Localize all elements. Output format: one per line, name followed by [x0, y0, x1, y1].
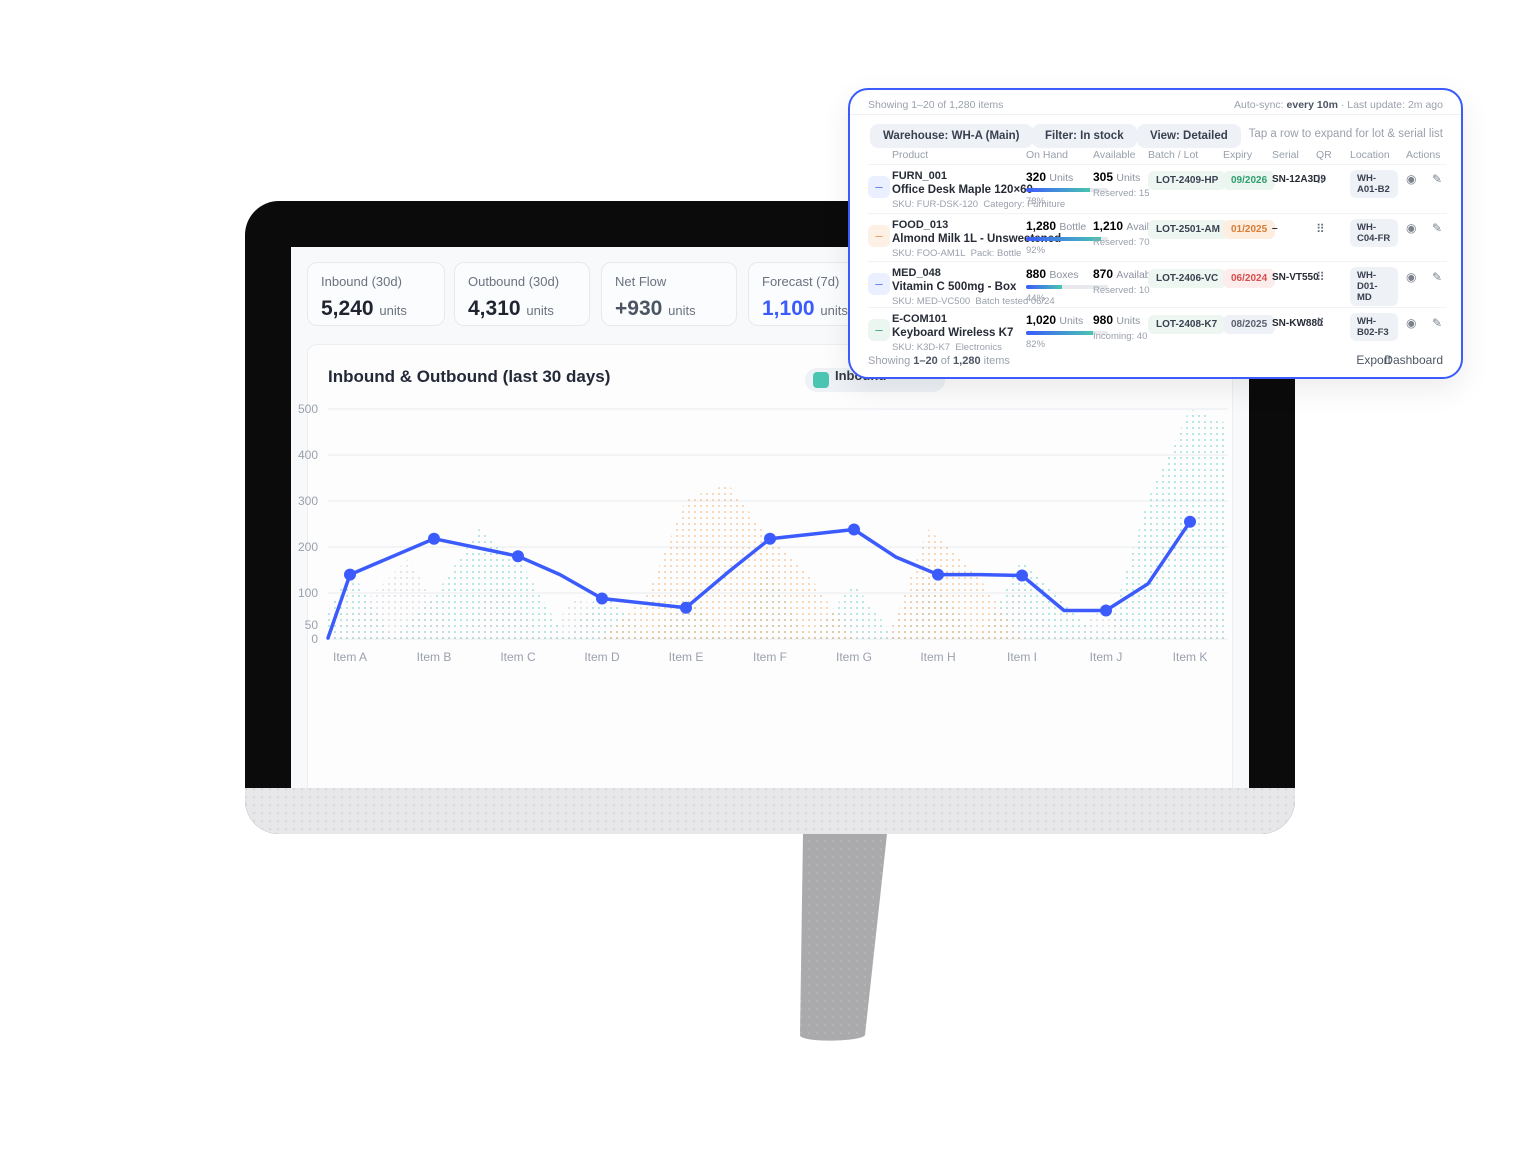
svg-text:Item E: Item E	[669, 650, 704, 664]
svg-text:Item B: Item B	[417, 650, 452, 664]
svg-text:100: 100	[298, 586, 318, 600]
svg-text:Item C: Item C	[500, 650, 536, 664]
svg-text:Item K: Item K	[1173, 650, 1208, 664]
svg-text:Item D: Item D	[584, 650, 620, 664]
svg-text:Item G: Item G	[836, 650, 872, 664]
svg-text:400: 400	[298, 448, 318, 462]
svg-text:Item F: Item F	[753, 650, 787, 664]
svg-text:200: 200	[298, 540, 318, 554]
svg-text:300: 300	[298, 494, 318, 508]
svg-text:Item I: Item I	[1007, 650, 1037, 664]
svg-text:Item A: Item A	[333, 650, 367, 664]
svg-text:0: 0	[311, 632, 318, 646]
svg-text:Item J: Item J	[1090, 650, 1123, 664]
svg-text:Item H: Item H	[920, 650, 955, 664]
svg-text:50: 50	[305, 618, 319, 632]
svg-text:500: 500	[298, 402, 318, 416]
